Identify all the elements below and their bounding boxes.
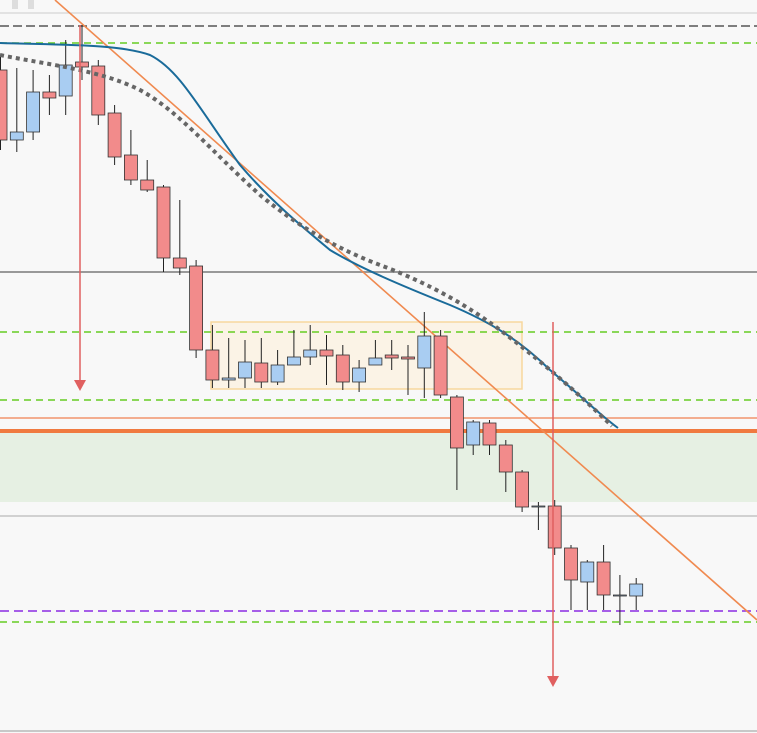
candle-body bbox=[482, 422, 497, 446]
toolbar-icon bbox=[12, 0, 18, 9]
candle-body bbox=[254, 362, 269, 383]
candle-body bbox=[564, 547, 578, 581]
candle-body bbox=[433, 335, 448, 396]
candle-body bbox=[0, 69, 8, 141]
candle-body bbox=[58, 64, 73, 97]
candle-body bbox=[26, 91, 41, 133]
candle-body bbox=[466, 421, 481, 446]
candle-body bbox=[417, 335, 432, 369]
arrow-head bbox=[547, 676, 559, 687]
candle-body bbox=[221, 377, 236, 381]
candle-body bbox=[9, 131, 24, 141]
toolbar-icon bbox=[28, 0, 34, 9]
candle-body bbox=[286, 356, 301, 366]
candle-body bbox=[303, 349, 318, 358]
candle-body bbox=[335, 354, 350, 383]
candle-body bbox=[352, 367, 367, 383]
candle-body bbox=[384, 354, 399, 359]
candle-body bbox=[498, 444, 513, 473]
candle-body bbox=[629, 583, 644, 597]
moving-average-dotted bbox=[0, 53, 614, 428]
candle-body bbox=[580, 561, 595, 583]
candle-body bbox=[189, 265, 204, 351]
candle-body bbox=[124, 154, 138, 181]
candle-body bbox=[449, 396, 464, 449]
candle-body bbox=[613, 594, 627, 597]
candles bbox=[0, 25, 644, 625]
candle-body bbox=[515, 471, 529, 508]
arrow-head bbox=[74, 380, 86, 391]
candle-body bbox=[319, 349, 334, 357]
candle-body bbox=[172, 257, 187, 269]
candle-body bbox=[205, 349, 220, 381]
candle-body bbox=[368, 357, 383, 366]
candle-body bbox=[270, 364, 285, 383]
support-zone bbox=[0, 433, 757, 502]
candle-body bbox=[107, 112, 122, 158]
candle-body bbox=[596, 561, 611, 596]
candle-body bbox=[75, 61, 89, 68]
candle-body bbox=[156, 186, 171, 259]
candle-body bbox=[42, 91, 57, 99]
trend-line bbox=[54, 0, 757, 621]
candle-body bbox=[401, 356, 415, 360]
candle-body bbox=[91, 65, 106, 116]
candle-body bbox=[531, 505, 546, 508]
candle-body bbox=[238, 361, 252, 379]
candle-body bbox=[140, 179, 155, 191]
candle-body bbox=[547, 505, 562, 549]
